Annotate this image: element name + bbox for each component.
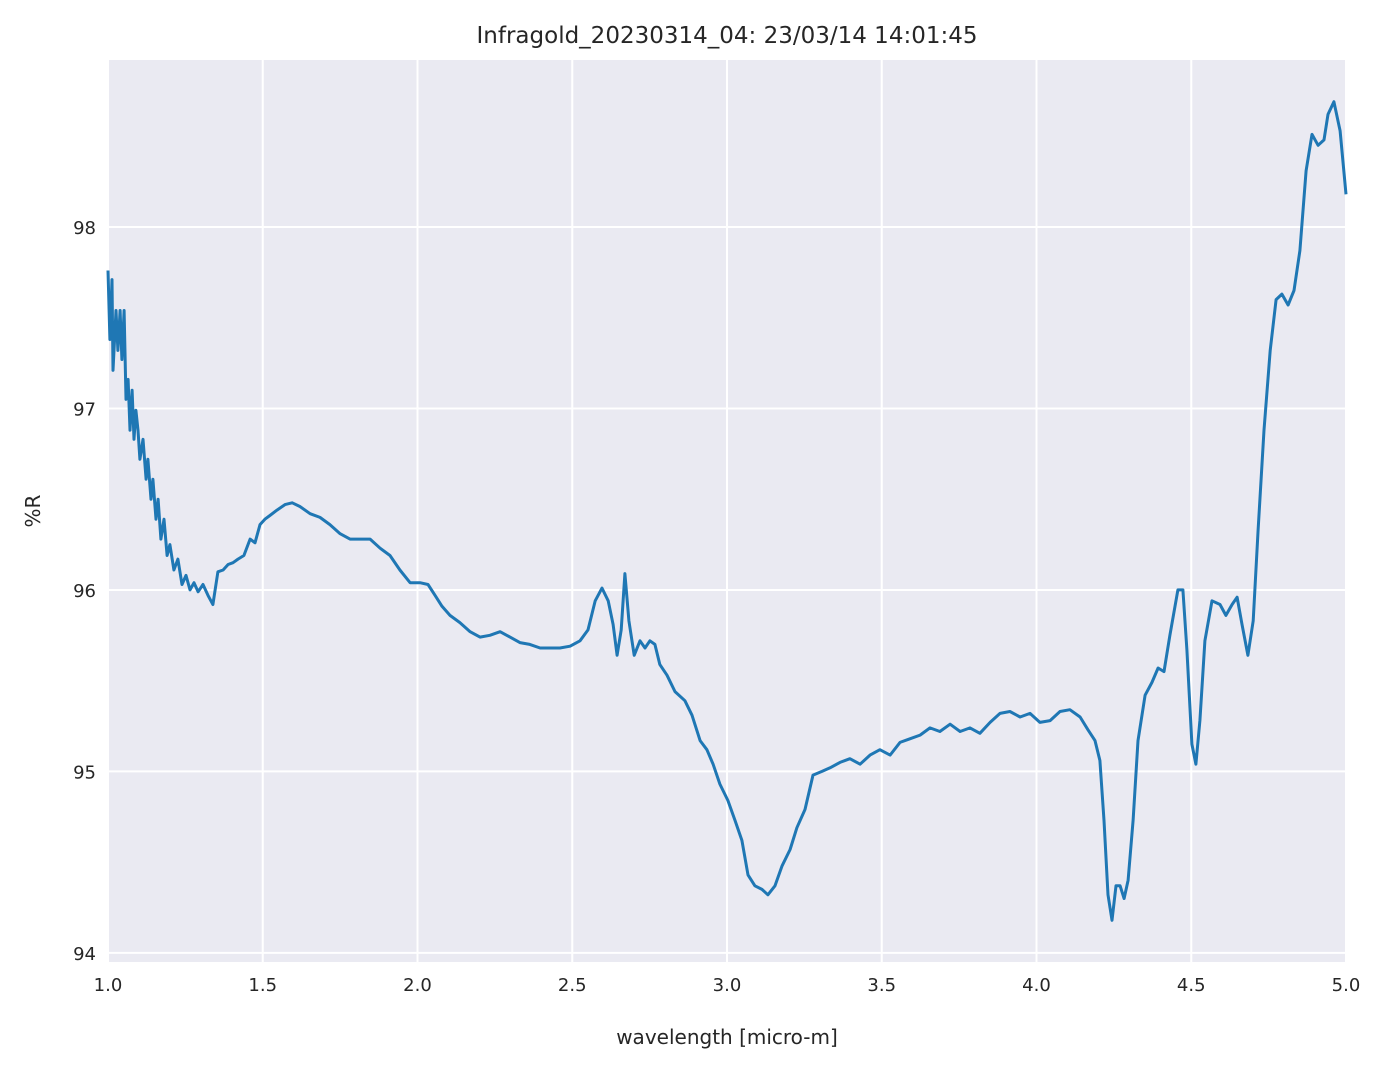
x-tick-label: 1.5 bbox=[248, 975, 277, 996]
y-tick-label: 94 bbox=[73, 944, 96, 965]
x-tick-label: 3.0 bbox=[713, 975, 742, 996]
chart-title: Infragold_20230314_04: 23/03/14 14:01:45 bbox=[477, 23, 978, 49]
grid bbox=[107, 60, 1347, 962]
x-tick-label: 4.5 bbox=[1177, 975, 1206, 996]
x-tick-label: 5.0 bbox=[1332, 975, 1361, 996]
tick-labels: 1.0 1.5 2.0 2.5 3.0 3.5 4.0 4.5 5.0 94 95 96 97 98 bbox=[73, 218, 1360, 996]
y-tick-label: 96 bbox=[73, 581, 96, 602]
x-tick-label: 3.5 bbox=[867, 975, 896, 996]
y-tick-label: 98 bbox=[73, 218, 96, 239]
x-tick-label: 2.0 bbox=[403, 975, 432, 996]
y-tick-label: 97 bbox=[73, 399, 96, 420]
x-tick-label: 1.0 bbox=[94, 975, 123, 996]
x-axis-label: wavelength [micro-m] bbox=[616, 1025, 838, 1049]
y-axis-label: %R bbox=[21, 494, 45, 527]
y-tick-label: 95 bbox=[73, 762, 96, 783]
x-tick-label: 2.5 bbox=[558, 975, 587, 996]
x-tick-label: 4.0 bbox=[1022, 975, 1051, 996]
series-line bbox=[106, 100, 1348, 922]
